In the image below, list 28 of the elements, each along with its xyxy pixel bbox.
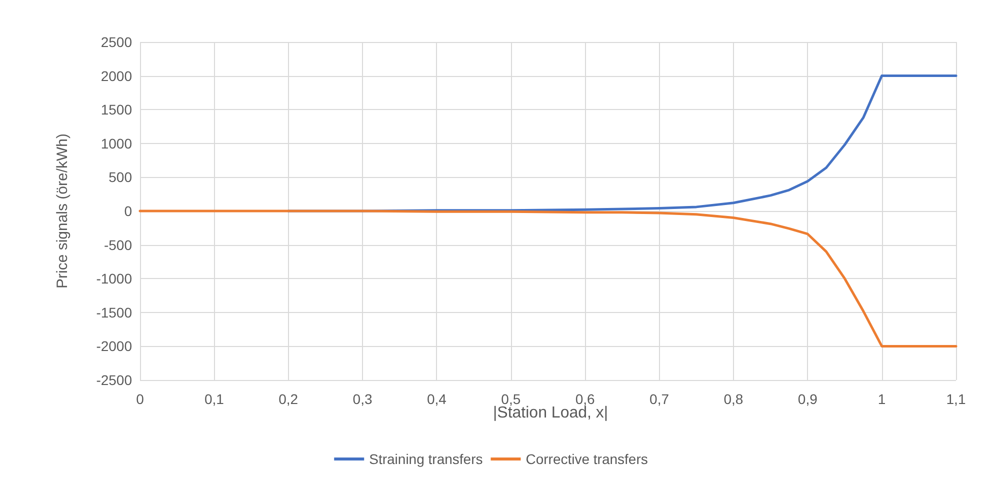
y-tick-label: -2000 bbox=[96, 338, 132, 354]
y-tick-label: -1000 bbox=[96, 270, 132, 287]
y-tick-label: 1500 bbox=[100, 102, 132, 118]
x-tick-label: 0,8 bbox=[724, 391, 744, 407]
y-tick-label: -2500 bbox=[96, 372, 132, 388]
x-tick-label: 1 bbox=[878, 391, 886, 407]
x-tick-label: 0,9 bbox=[798, 391, 818, 407]
y-tick-label: 2500 bbox=[100, 34, 132, 50]
y-tick-label: 0 bbox=[124, 203, 132, 219]
x-axis-title: |Station Load, x| bbox=[493, 404, 608, 422]
line-series bbox=[138, 210, 958, 348]
y-tick-label: 2000 bbox=[100, 68, 132, 84]
y-tick-label: 1000 bbox=[100, 135, 132, 152]
x-tick-label: 1,1 bbox=[946, 391, 966, 407]
x-tick-label: 0,3 bbox=[352, 391, 372, 407]
y-tick-label: -1500 bbox=[96, 304, 132, 320]
x-tick-label: 0 bbox=[136, 391, 144, 407]
legend-label: Corrective transfers bbox=[526, 451, 648, 467]
x-tick-label: 0,5 bbox=[501, 391, 521, 407]
x-tick-label: 0,4 bbox=[426, 391, 447, 407]
x-tick-label: 0,6 bbox=[575, 391, 596, 407]
x-tick-label: 0,7 bbox=[650, 391, 670, 407]
legend-label: Straining transfers bbox=[369, 451, 483, 467]
y-tick-label: -500 bbox=[104, 236, 132, 253]
x-tick-label: 0,2 bbox=[278, 391, 298, 407]
y-tick-label: 500 bbox=[108, 169, 132, 186]
x-tick-label: 0,1 bbox=[204, 391, 224, 407]
y-axis-title: Price signals (öre/kWh) bbox=[54, 133, 71, 289]
